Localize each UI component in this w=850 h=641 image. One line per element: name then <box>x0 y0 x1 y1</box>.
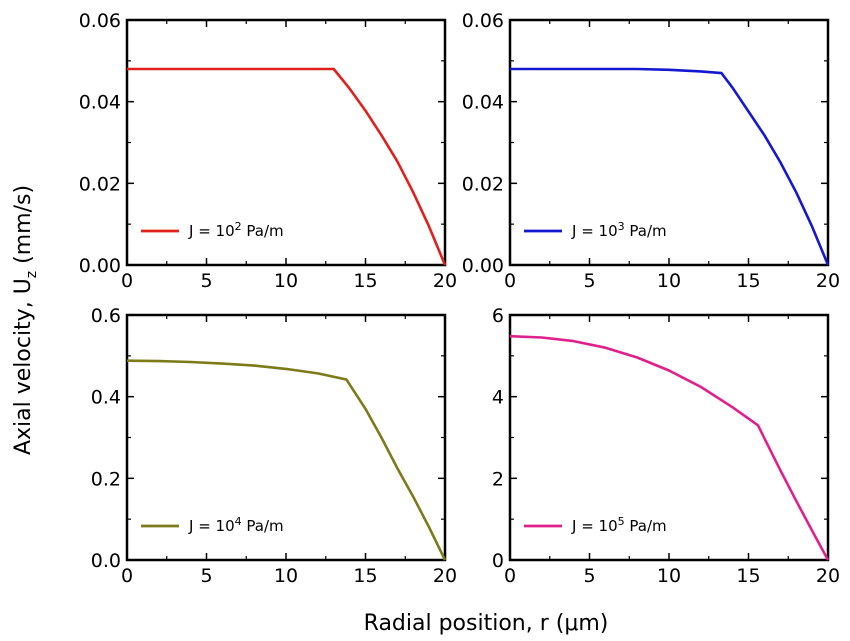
x-axis-title: Radial position, r (μm) <box>364 611 609 636</box>
legend-label-prefix: J = 10 <box>571 517 618 535</box>
legend-label-exponent: 5 <box>618 515 625 528</box>
series-line <box>509 334 830 561</box>
y-tick-label: 0.02 <box>79 173 121 195</box>
legend: J = 104 Pa/m <box>141 515 284 535</box>
x-tick-label: 10 <box>274 270 298 292</box>
legend-label-suffix: Pa/m <box>242 222 284 240</box>
legend-label: J = 102 Pa/m <box>188 220 284 240</box>
y-tick-label: 0.06 <box>462 10 504 32</box>
plot-frame <box>508 313 830 562</box>
y-tick-label: 0.6 <box>91 305 121 327</box>
x-tick-label: 20 <box>816 565 840 587</box>
x-tick-label: 5 <box>583 565 595 587</box>
chart-panel-2: 0 5 10 15 20 0.00 0.02 0.04 0.06 J = 103 Pa/m <box>462 10 840 292</box>
x-tick-label: 10 <box>657 565 681 587</box>
y-tick-label: 2 <box>492 468 504 490</box>
y-tick-label: 0.06 <box>79 10 121 32</box>
x-tick-label: 20 <box>433 270 457 292</box>
legend-label-prefix: J = 10 <box>188 517 235 535</box>
legend-label: J = 105 Pa/m <box>571 515 667 535</box>
x-tick-label: 15 <box>736 565 760 587</box>
y-tick-label: 0 <box>492 550 504 572</box>
legend-label: J = 103 Pa/m <box>571 220 667 240</box>
legend-label-exponent: 3 <box>618 220 625 233</box>
x-tick-label: 5 <box>200 565 212 587</box>
y-tick-label: 0.4 <box>91 387 121 409</box>
legend-label-prefix: J = 10 <box>188 222 235 240</box>
x-tick-label: 10 <box>274 565 298 587</box>
y-axis-title-unit: (mm/s) <box>11 185 36 271</box>
x-tick-label: 5 <box>583 270 595 292</box>
legend-label: J = 104 Pa/m <box>188 515 284 535</box>
x-tick-label: 10 <box>657 270 681 292</box>
y-tick-label: 4 <box>492 387 504 409</box>
x-tick-label: 0 <box>121 270 133 292</box>
y-tick-label: 0.00 <box>462 255 504 277</box>
series-line <box>126 359 447 561</box>
y-tick-label: 0.2 <box>91 468 121 490</box>
x-tick-label: 15 <box>353 270 377 292</box>
x-tick-label: 20 <box>816 270 840 292</box>
legend: J = 102 Pa/m <box>141 220 284 240</box>
legend-label-prefix: J = 10 <box>571 222 618 240</box>
x-tick-label: 0 <box>121 565 133 587</box>
y-tick-label: 0.00 <box>79 255 121 277</box>
legend-label-suffix: Pa/m <box>625 222 667 240</box>
x-tick-label: 0 <box>504 270 516 292</box>
y-axis-title: Axial velocity, Uz (mm/s) <box>11 185 40 455</box>
plot-frame <box>125 18 447 267</box>
y-tick-label: 0.04 <box>79 92 121 114</box>
chart-panel-3: 0 5 10 15 20 0.0 0.2 0.4 0.6 J = 104 Pa/m <box>91 305 457 587</box>
y-tick-label: 0.02 <box>462 173 504 195</box>
series-line <box>127 67 447 266</box>
x-tick-label: 5 <box>200 270 212 292</box>
legend-label-exponent: 2 <box>235 220 242 233</box>
y-axis-title-main: Axial velocity, U <box>11 278 36 455</box>
y-tick-label: 0.0 <box>91 550 121 572</box>
plot-frame <box>508 18 830 267</box>
y-tick-label: 6 <box>492 305 504 327</box>
legend: J = 105 Pa/m <box>524 515 667 535</box>
y-axis-title-subscript: z <box>24 271 40 278</box>
x-tick-label: 15 <box>736 270 760 292</box>
legend-label-suffix: Pa/m <box>625 517 667 535</box>
legend-label-suffix: Pa/m <box>242 517 284 535</box>
series-line <box>510 67 830 266</box>
y-tick-label: 0.04 <box>462 92 504 114</box>
x-tick-label: 20 <box>433 565 457 587</box>
plot-frame <box>125 313 447 562</box>
chart-panel-1: 0 5 10 15 20 0.00 0.02 0.04 0.06 J = 102 Pa/m <box>79 10 457 292</box>
legend-label-exponent: 4 <box>235 515 242 528</box>
x-tick-label: 0 <box>504 565 516 587</box>
legend: J = 103 Pa/m <box>524 220 667 240</box>
x-tick-label: 15 <box>353 565 377 587</box>
